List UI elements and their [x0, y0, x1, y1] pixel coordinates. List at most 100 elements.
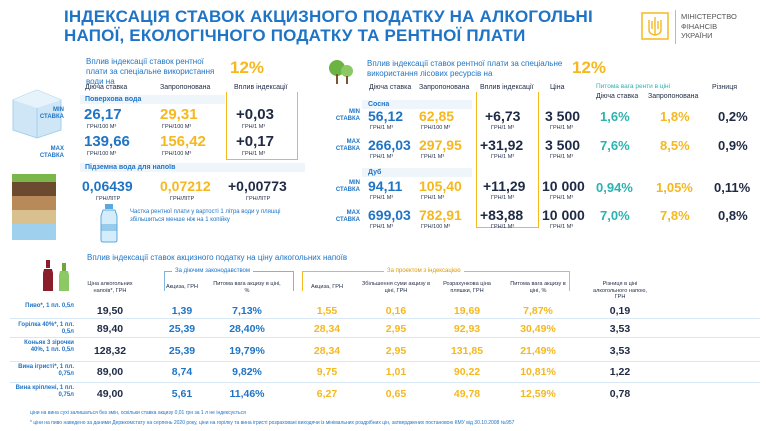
ice-cube-icon [12, 89, 62, 139]
under-current: 0,06439 [82, 178, 133, 194]
oak-max-current: 699,03 [368, 207, 411, 223]
alc-row-cognac-label: Коньяк 3 зірочки 40%, 1 пл. 0,5л [24, 340, 74, 353]
under-proposed-unit: ГРН/ЛІТР [170, 196, 195, 202]
oak-min-diff: 0,11% [714, 180, 751, 195]
alc-cell: 0,78 [609, 388, 631, 400]
pine-min-impact-unit: ГРН/1 М³ [491, 125, 515, 131]
group-current-label: За діючим законодавством [172, 268, 254, 274]
water-section-title: Вплив індексації ставок рентної плати за… [86, 57, 215, 86]
forest-col-price: Ціна [550, 84, 565, 91]
pine-min-label: MIN СТАВКА [335, 109, 360, 122]
surface-min-current-unit: ГРН/100 М³ [87, 124, 117, 130]
oak-min-current: 94,11 [368, 178, 403, 194]
oak-max-proposed-unit: ГРН/100 М³ [421, 224, 451, 230]
pine-max-current-unit: ГРН/1 М³ [370, 154, 394, 160]
ministry-name: МІНІСТЕРСТВО ФІНАНСІВ УКРАЇНИ [681, 12, 737, 41]
alc-row-fortified-label: Вина кріплені, 1 пл. 0,75л [15, 385, 74, 398]
oak-max-price-unit: ГРН/1 М³ [550, 224, 574, 230]
surface-label: Поверхова вода [85, 96, 142, 103]
under-impact-unit: ГРН/ЛІТР [246, 196, 271, 202]
water-col-current: Діюча ставка [85, 84, 128, 91]
alc-cell: 25,39 [168, 323, 196, 335]
oak-min-impact-unit: ГРН/1 М³ [491, 195, 515, 201]
alc-cell: 2,95 [385, 345, 407, 357]
water-pct: 12% [230, 58, 265, 77]
alc-cell: 21,49% [520, 345, 556, 357]
alc-cell: 19,50 [96, 305, 124, 317]
oak-min-price-unit: ГРН/1 М³ [550, 195, 574, 201]
oak-max-proposed: 782,91 [419, 207, 462, 223]
ministry-line-3: УКРАЇНИ [681, 31, 713, 40]
alc-cell: 1,55 [316, 305, 338, 317]
alc-hdr-share-current: Питома вага акцизу в ціні, % [213, 281, 281, 294]
forest-col-current: Діюча ставка [369, 84, 412, 91]
oak-min-share-current: 0,94% [596, 180, 633, 195]
alc-cell: 49,78 [453, 388, 481, 400]
surface-max-impact-unit: ГРН/1 М³ [242, 151, 266, 157]
alc-hdr-increase: Збільшення суми акцизу в ціні, ГРН [361, 281, 431, 294]
alc-cell: 19,69 [453, 305, 481, 317]
pine-band [362, 100, 472, 109]
oak-min-current-unit: ГРН/1 М³ [370, 195, 394, 201]
oak-max-current-unit: ГРН/1 М³ [370, 224, 394, 230]
water-col-impact: Вплив індексації [234, 84, 288, 91]
alc-cell: 7,13% [232, 305, 262, 317]
oak-max-impact: +83,88 [480, 207, 524, 223]
alc-cell: 1,22 [609, 366, 631, 378]
alc-cell: 92,93 [453, 323, 481, 335]
pine-min-price-unit: ГРН/1 М³ [550, 125, 574, 131]
surface-min-proposed: 29,31 [160, 106, 198, 123]
water-max-label: MAX СТАВКА [39, 146, 64, 159]
surface-max-current: 139,66 [84, 133, 130, 150]
alc-cell: 128,32 [93, 345, 127, 357]
under-band [80, 163, 305, 172]
oak-max-impact-unit: ГРН/1 М³ [491, 224, 515, 230]
ministry-line-1: МІНІСТЕРСТВО [681, 12, 737, 21]
alc-cell: 131,85 [450, 345, 484, 357]
surface-max-impact: +0,17 [236, 133, 274, 150]
oak-max-label: MAX СТАВКА [335, 210, 360, 223]
under-impact: +0,00773 [228, 178, 287, 194]
pine-max-current: 266,03 [368, 137, 411, 153]
water-col-proposed: Запропонована [160, 84, 211, 91]
alc-cell: 11,46% [229, 388, 265, 400]
pine-max-proposed: 297,95 [419, 137, 462, 153]
alc-row-sparkling-label: Вина ігристі*, 1 пл. 0,75л [18, 364, 74, 377]
alc-cell: 1,01 [385, 366, 407, 378]
alc-row-vodka-label: Горілка 40%*, 1 пл. 0,5л [18, 322, 74, 335]
oak-min-impact: +11,29 [483, 178, 526, 194]
oak-min-price: 10 000 [542, 178, 585, 194]
alc-cell: 28,34 [313, 345, 341, 357]
oak-max-price: 10 000 [542, 207, 585, 223]
group-project-label: За проектом з індексацією [384, 268, 464, 274]
forest-impact-box [476, 92, 539, 228]
forest-col-diff: Різниця [712, 84, 738, 91]
alc-cell: 28,34 [313, 323, 341, 335]
alc-row-beer-label: Пиво*, 1 пл. 0,5л [25, 303, 74, 309]
alc-cell: 2,95 [385, 323, 407, 335]
alc-cell: 3,53 [609, 345, 631, 357]
oak-max-share-proposed: 7,8% [660, 208, 690, 223]
surface-min-impact: +0,03 [236, 106, 274, 123]
pine-max-price: 3 500 [545, 137, 581, 153]
oak-band [362, 168, 472, 177]
logo-divider [675, 10, 676, 44]
pine-min-diff: 0,2% [718, 109, 748, 124]
forest-col-share-proposed: Запропонована [648, 93, 699, 100]
alc-hdr-share-project: Питома вага акцизу в ціні, % [510, 281, 566, 294]
alc-cell: 1,39 [171, 305, 193, 317]
wine-bottles-icon [43, 260, 69, 291]
alc-cell: 0,65 [385, 388, 407, 400]
row-divider [10, 337, 760, 338]
alcohol-section-title: Вплив індексації ставок акцизного податк… [87, 253, 348, 262]
water-min-label: MIN СТАВКА [39, 107, 64, 120]
soil-layers-icon [12, 174, 56, 240]
oak-max-share-current: 7,0% [600, 208, 630, 223]
surface-max-current-unit: ГРН/100 М³ [87, 151, 117, 157]
forest-col-proposed: Запропонована [419, 84, 470, 91]
under-current-unit: ГРН/ЛІТР [96, 196, 121, 202]
pine-max-label: MAX СТАВКА [335, 139, 360, 152]
alc-cell: 49,00 [96, 388, 124, 400]
alc-hdr-calc-price: Розрахункова ціна пляшки, ГРН [443, 281, 491, 294]
alc-cell: 9,75 [316, 366, 338, 378]
